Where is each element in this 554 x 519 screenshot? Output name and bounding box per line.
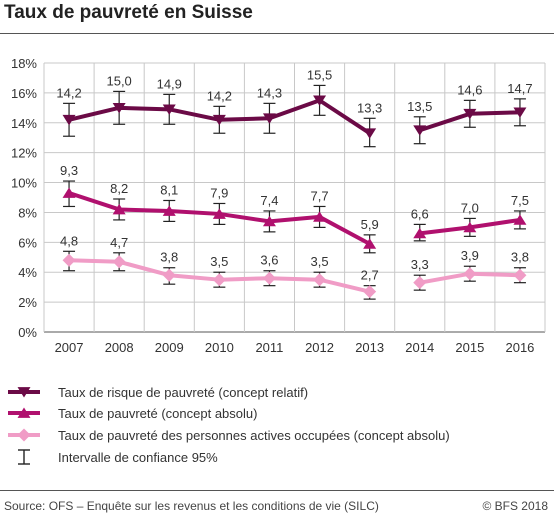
data-label: 3,5 — [311, 254, 329, 269]
x-tick-label: 2014 — [405, 340, 434, 355]
legend-graphic: Taux de risque de pauvreté (concept rela… — [8, 385, 450, 465]
legend-label: Taux de pauvreté des personnes actives o… — [58, 428, 450, 443]
legend-marker — [17, 407, 31, 418]
data-point — [262, 215, 276, 227]
data-point — [62, 187, 76, 198]
data-point — [212, 273, 226, 287]
y-tick-label: 4% — [18, 265, 37, 280]
legend-label: Taux de pauvreté (concept absolu) — [58, 406, 257, 421]
data-point — [112, 203, 126, 215]
x-tick-label: 2009 — [155, 340, 184, 355]
data-point — [112, 255, 126, 269]
chart-area: 0% 2% 4% 6% 8% 10% 12% 14% 16% 18% 2007 2008 2009 201… — [0, 44, 554, 376]
data-label: 3,3 — [411, 257, 429, 272]
data-point — [212, 208, 226, 219]
data-point — [262, 271, 276, 285]
data-point — [112, 102, 126, 114]
x-tick-label: 2012 — [305, 340, 334, 355]
y-tick-label: 2% — [18, 295, 37, 310]
y-tick-label: 8% — [18, 205, 37, 220]
data-point — [62, 253, 76, 267]
data-label: 6,6 — [411, 206, 429, 221]
title-divider — [0, 33, 554, 34]
legend: Taux de risque de pauvreté (concept rela… — [0, 376, 554, 484]
data-label: 15,5 — [307, 67, 332, 82]
data-label: 4,8 — [60, 233, 78, 248]
line-chart: 0% 2% 4% 6% 8% 10% 12% 14% 16% 18% 2007 2008 2009 201… — [11, 56, 546, 355]
legend-label: Intervalle de confiance 95% — [58, 450, 218, 465]
data-point — [413, 276, 427, 290]
data-point — [463, 221, 477, 233]
data-point — [162, 205, 176, 216]
legend-marker — [17, 428, 31, 442]
data-label: 3,6 — [260, 253, 278, 268]
data-label: 4,7 — [110, 235, 128, 250]
data-label: 14,9 — [157, 76, 182, 91]
data-label: 7,4 — [260, 193, 278, 208]
x-tick-label: 2008 — [105, 340, 134, 355]
data-label: 3,5 — [210, 254, 228, 269]
data-label: 14,2 — [56, 85, 81, 100]
data-point — [363, 285, 377, 299]
data-label: 3,8 — [160, 250, 178, 265]
data-point — [513, 268, 527, 282]
data-label: 2,7 — [361, 268, 379, 283]
x-tick-label: 2007 — [55, 340, 84, 355]
data-label: 7,7 — [311, 188, 329, 203]
y-tick-label: 12% — [11, 146, 37, 161]
data-point — [162, 268, 176, 282]
data-label: 5,9 — [361, 217, 379, 232]
copyright-note: © BFS 2018 — [482, 499, 548, 513]
data-label: 3,8 — [511, 250, 529, 265]
data-point — [513, 214, 527, 225]
x-tick-label: 2016 — [505, 340, 534, 355]
data-label: 13,3 — [357, 100, 382, 115]
data-point — [313, 95, 327, 106]
data-point — [363, 238, 377, 249]
data-label: 7,9 — [210, 185, 228, 200]
data-label: 9,3 — [60, 163, 78, 178]
y-tick-label: 16% — [11, 86, 37, 101]
y-tick-label: 0% — [18, 325, 37, 340]
data-label: 8,2 — [110, 181, 128, 196]
data-point — [212, 114, 226, 126]
data-label: 7,5 — [511, 193, 529, 208]
data-point — [513, 107, 527, 118]
data-point — [62, 114, 76, 126]
data-label: 15,0 — [106, 73, 131, 88]
data-point — [413, 125, 427, 136]
y-tick-label: 6% — [18, 235, 37, 250]
y-tick-label: 10% — [11, 176, 37, 191]
data-point — [313, 273, 327, 287]
data-label: 13,5 — [407, 99, 432, 114]
data-label: 14,2 — [207, 88, 232, 103]
source-note: Source: OFS – Enquête sur les revenus et… — [4, 499, 379, 513]
legend-label: Taux de risque de pauvreté (concept rela… — [58, 385, 308, 400]
data-point — [313, 211, 327, 222]
x-tick-label: 2013 — [355, 340, 384, 355]
data-label: 7,0 — [461, 200, 479, 215]
data-label: 14,7 — [507, 81, 532, 96]
data-label: 14,6 — [457, 82, 482, 97]
data-label: 14,3 — [257, 85, 282, 100]
y-tick-label: 18% — [11, 56, 37, 71]
data-label: 8,1 — [160, 182, 178, 197]
x-tick-label: 2015 — [455, 340, 484, 355]
data-point — [162, 104, 176, 115]
y-tick-label: 14% — [11, 116, 37, 131]
x-tick-label: 2010 — [205, 340, 234, 355]
x-tick-label: 2011 — [255, 340, 283, 355]
data-point — [363, 128, 377, 139]
data-point — [413, 227, 427, 239]
footer-divider — [0, 490, 554, 491]
legend-marker — [17, 387, 31, 398]
data-point — [262, 113, 276, 124]
chart-title: Taux de pauvreté en Suisse — [4, 2, 253, 23]
data-point — [463, 108, 477, 120]
data-label: 3,9 — [461, 248, 479, 263]
data-point — [463, 267, 477, 281]
